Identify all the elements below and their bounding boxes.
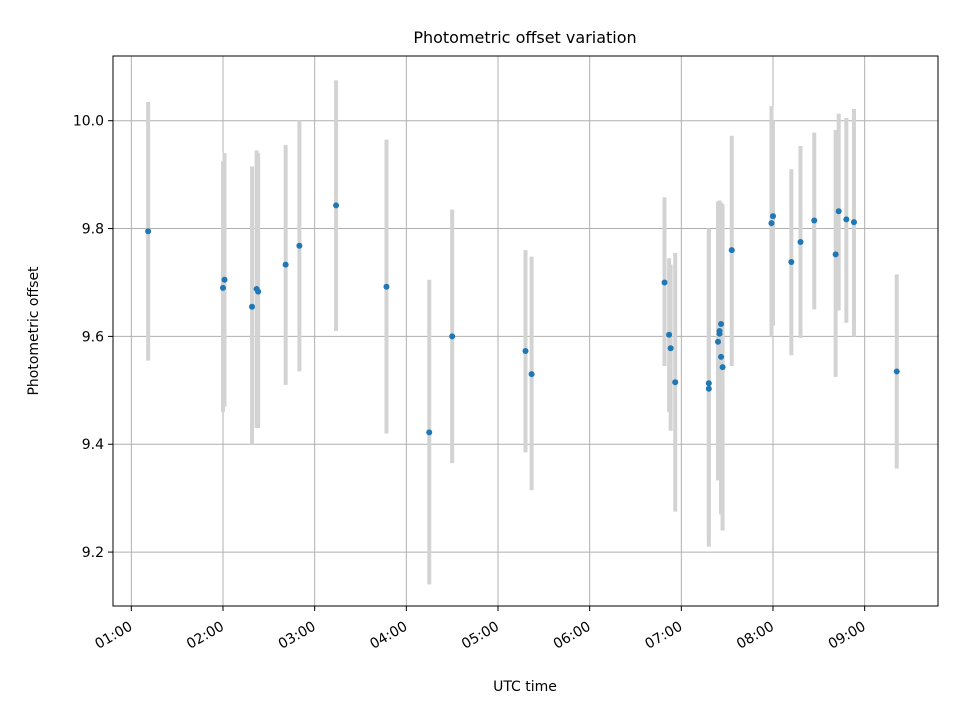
y-axis-label: Photometric offset [26, 266, 42, 396]
data-point [768, 220, 775, 227]
y-tick-label: 9.2 [82, 545, 104, 561]
x-axis-ticks: 01:00 02:00 03:00 04:00 05:00 06:00 07:00 08:00… [92, 606, 869, 653]
data-points [145, 202, 900, 436]
data-point [522, 347, 529, 354]
y-tick-label: 9.6 [82, 329, 104, 345]
data-point [672, 379, 679, 386]
x-tick-label: 02:00 [184, 619, 227, 653]
data-point [770, 213, 776, 220]
data-point [843, 216, 850, 223]
x-tick-label: 07:00 [642, 619, 685, 653]
y-tick-label: 9.4 [82, 437, 104, 453]
chart-title: Photometric offset variation [413, 28, 636, 47]
data-point [255, 288, 262, 295]
data-point [728, 247, 735, 254]
data-point [249, 303, 256, 310]
data-point [145, 228, 152, 235]
data-point [221, 276, 228, 283]
error-bars [146, 80, 899, 585]
data-point [811, 217, 818, 224]
y-tick-label: 10.0 [73, 114, 104, 130]
data-point [715, 338, 721, 345]
data-point [383, 283, 390, 290]
data-point [528, 371, 535, 378]
x-tick-label: 04:00 [367, 619, 410, 653]
data-point [893, 368, 900, 375]
y-axis-ticks: 9.2 9.4 9.6 9.8 10.0 [73, 114, 113, 561]
data-point [718, 353, 725, 360]
data-point [667, 345, 674, 352]
data-point [296, 242, 303, 249]
data-point [449, 333, 456, 340]
data-point [718, 320, 725, 327]
y-tick-label: 9.8 [82, 222, 104, 238]
x-tick-label: 09:00 [826, 619, 869, 653]
x-tick-label: 03:00 [276, 619, 319, 653]
data-point [716, 328, 723, 334]
data-point [719, 364, 726, 371]
x-tick-label: 01:00 [92, 619, 135, 653]
data-point [661, 279, 668, 286]
x-tick-label: 05:00 [459, 619, 502, 653]
plot-frame [112, 55, 939, 607]
data-point [832, 251, 839, 258]
data-point [788, 258, 795, 265]
data-point [797, 239, 804, 246]
x-tick-label: 06:00 [551, 619, 594, 653]
x-axis-label: UTC time [493, 679, 557, 695]
data-point [850, 219, 857, 226]
data-point [705, 380, 712, 387]
data-point [333, 202, 340, 209]
data-point [666, 331, 673, 338]
data-point [220, 284, 226, 291]
data-point [426, 429, 433, 436]
data-point [705, 385, 712, 392]
data-point [282, 261, 289, 268]
x-tick-label: 08:00 [734, 619, 777, 653]
data-point [835, 208, 842, 215]
